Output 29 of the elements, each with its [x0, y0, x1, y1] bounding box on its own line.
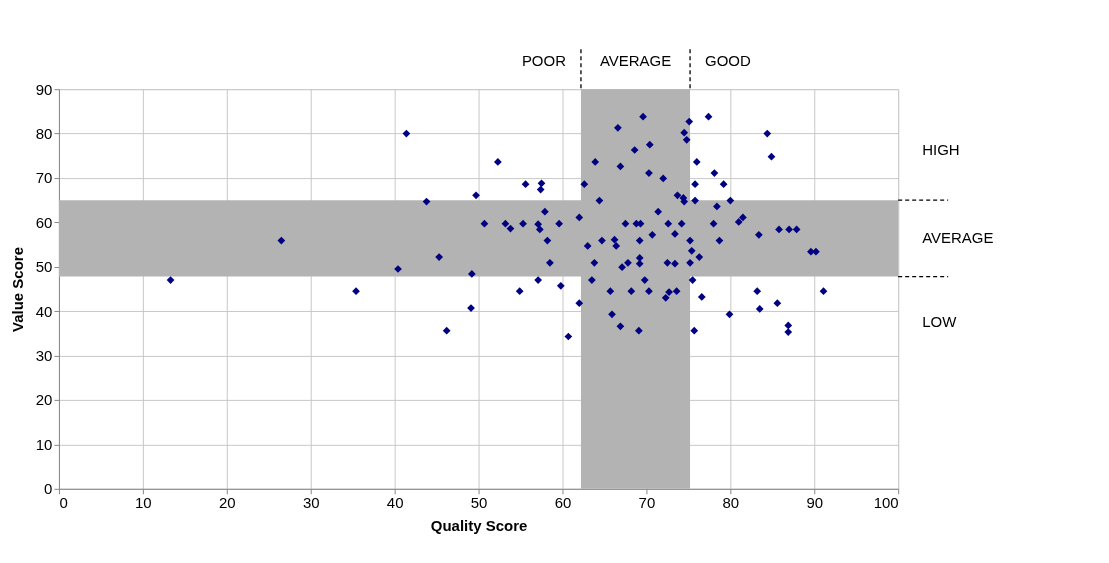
- x-tick-label: 50: [470, 494, 488, 512]
- y-tick-label: 10: [35, 435, 53, 453]
- text: LOW: [922, 312, 958, 330]
- y-tick-label: 80: [35, 125, 53, 143]
- y-tick-label: 70: [35, 169, 53, 187]
- x-tick-label: 30: [302, 494, 320, 512]
- band-label: AVERAGE: [599, 52, 672, 70]
- y-axis-title: Value Score: [8, 247, 26, 332]
- y-tick-label: 50: [35, 258, 53, 276]
- x-tick-label: 20: [218, 494, 236, 512]
- x-tick-label: 70: [638, 494, 656, 512]
- x-tick-label: 0: [59, 494, 68, 512]
- x-tick-label: 10: [135, 494, 152, 512]
- x-tick-label: 90: [806, 494, 824, 512]
- x-axis-title: Quality Score: [430, 517, 528, 535]
- band-label: AVERAGE: [922, 229, 994, 247]
- y-tick-label: 20: [35, 391, 53, 409]
- text: GOOD: [705, 52, 751, 70]
- y-tick-label: 0: [44, 480, 53, 498]
- x-tick-label: 60: [554, 494, 572, 512]
- text: HIGH: [922, 141, 960, 159]
- x-tick-label: 80: [722, 494, 740, 512]
- y-tick-label: 90: [35, 80, 53, 98]
- y-tick-label: 40: [35, 302, 53, 320]
- y-tick-label: 60: [35, 213, 53, 231]
- x-tick-label: 100: [873, 494, 899, 512]
- x-tick-label: 40: [386, 494, 404, 512]
- text: POOR: [521, 52, 567, 70]
- y-tick-label: 30: [35, 347, 53, 365]
